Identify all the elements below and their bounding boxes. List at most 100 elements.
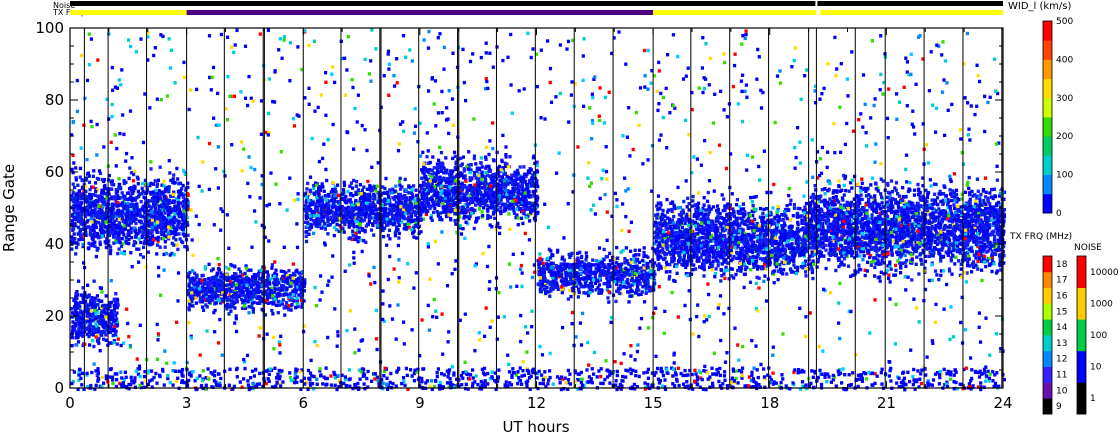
echo-cell — [455, 185, 459, 190]
echo-cell — [500, 175, 504, 179]
echo-cell — [581, 265, 585, 269]
echo-cell — [418, 190, 422, 194]
echo-cell — [135, 212, 139, 217]
echo-cell — [537, 269, 541, 274]
echo-cell — [487, 164, 491, 169]
echo-cell — [196, 284, 200, 288]
echo-cell — [485, 199, 489, 203]
echo-cell — [439, 178, 443, 183]
echo-cell — [453, 186, 457, 190]
echo-cell — [583, 276, 587, 280]
echo-cell — [80, 328, 85, 333]
echo-cell — [455, 174, 459, 179]
echo-cell — [258, 301, 262, 305]
echo-cell — [173, 199, 177, 204]
echo-cell — [130, 188, 134, 192]
echo-cell — [397, 231, 401, 236]
echo-cell — [201, 273, 205, 278]
echo-cell — [532, 206, 536, 210]
echo-cell — [425, 169, 429, 173]
echo-cell — [620, 276, 624, 280]
echo-cell — [203, 289, 207, 293]
echo-cell — [98, 242, 102, 247]
echo-cell — [484, 171, 488, 175]
echo-cell — [349, 220, 353, 224]
echo-cell — [129, 251, 133, 255]
echo-cell — [454, 189, 458, 194]
echo-cell — [293, 288, 297, 292]
echo-cell — [360, 211, 364, 215]
echo-cell — [124, 236, 129, 240]
echo-cell — [448, 198, 452, 203]
echo-cell — [72, 204, 76, 209]
echo-cell — [409, 214, 414, 219]
echo-cell — [91, 339, 95, 343]
echo-cell — [515, 213, 519, 217]
noise-bar-segment — [70, 1, 816, 6]
echo-cell — [478, 203, 482, 208]
echo-cell — [424, 177, 428, 182]
echo-cell — [341, 227, 345, 231]
echo-cell — [388, 188, 392, 192]
echo-cell — [252, 290, 257, 294]
echo-cell — [161, 192, 165, 196]
echo-cell — [144, 191, 148, 195]
echo-cell — [87, 329, 91, 333]
echo-cell — [433, 192, 437, 197]
echo-cell — [304, 239, 309, 244]
echo-cell — [132, 197, 136, 201]
echo-cell — [181, 212, 185, 216]
echo-cell — [201, 297, 205, 301]
echo-cell — [460, 188, 465, 192]
echo-cell — [333, 187, 337, 191]
echo-cell — [583, 281, 587, 285]
echo-cell — [362, 218, 367, 222]
echo-cell — [402, 208, 406, 212]
echo-cell — [124, 203, 128, 207]
echo-cell — [505, 162, 509, 166]
echo-cell — [81, 244, 85, 249]
echo-cell — [400, 185, 404, 189]
echo-cell — [380, 223, 384, 228]
echo-cell — [391, 208, 395, 212]
echo-cell — [331, 187, 335, 192]
echo-cell — [625, 281, 629, 285]
echo-cell — [600, 265, 604, 269]
echo-cell — [94, 189, 98, 194]
echo-cell — [492, 193, 496, 197]
echo-cell — [295, 298, 299, 303]
echo-cell — [349, 223, 353, 227]
echo-cell — [512, 211, 517, 216]
echo-cell — [71, 191, 75, 195]
echo-cell — [97, 341, 101, 345]
echo-cell — [472, 156, 476, 161]
echo-cell — [524, 215, 528, 220]
echo-cell — [91, 331, 95, 335]
echo-cell — [259, 289, 263, 294]
echo-cell — [430, 181, 434, 186]
echo-cell — [103, 183, 107, 188]
echo-cell — [442, 166, 446, 170]
echo-cell — [462, 169, 466, 173]
echo-cell — [491, 197, 495, 201]
echo-cell — [430, 184, 434, 188]
echo-cell — [547, 268, 551, 272]
echo-cell — [93, 299, 97, 303]
echo-cell — [245, 288, 249, 292]
echo-cell — [405, 205, 410, 210]
echo-cell — [584, 291, 588, 295]
echo-cell — [596, 286, 600, 290]
echo-cell — [549, 256, 553, 260]
echo-cell — [112, 309, 116, 313]
echo-cell — [269, 277, 273, 281]
echo-cell — [177, 214, 181, 218]
echo-cell — [406, 203, 410, 208]
echo-cell — [616, 256, 620, 260]
echo-cell — [321, 197, 325, 202]
echo-cell — [171, 208, 175, 212]
echo-cell — [120, 217, 125, 221]
echo-cell — [90, 296, 94, 300]
echo-cell — [439, 150, 444, 155]
echo-cell — [141, 255, 145, 259]
echo-cell — [555, 282, 559, 287]
